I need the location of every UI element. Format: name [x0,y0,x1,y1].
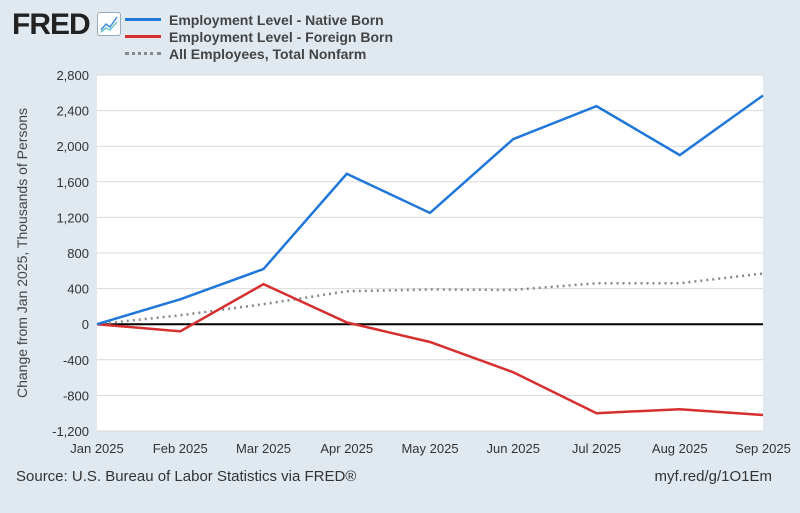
x-tick-label: Apr 2025 [320,441,373,456]
y-tick-label: 2,800 [56,68,89,83]
x-tick-label: Feb 2025 [153,441,208,456]
y-axis-label: Change from Jan 2025, Thousands of Perso… [14,108,30,398]
x-tick-label: May 2025 [401,441,458,456]
x-tick-label: Jul 2025 [572,441,621,456]
legend-label: Employment Level - Native Born [169,11,384,28]
legend-label: All Employees, Total Nonfarm [169,45,367,62]
x-tick-label: Jun 2025 [487,441,541,456]
x-tick-label: Mar 2025 [236,441,291,456]
legend-item-native[interactable]: Employment Level - Native Born [125,11,393,28]
x-tick-label: Jan 2025 [70,441,124,456]
y-tick-label: 800 [67,246,89,261]
legend: Employment Level - Native Born Employmen… [125,11,393,62]
x-tick-label: Sep 2025 [735,441,791,456]
legend-label: Employment Level - Foreign Born [169,28,394,45]
y-tick-label: 1,600 [56,175,89,190]
fred-logo[interactable]: FRED [12,8,91,41]
legend-item-nonfarm[interactable]: All Employees, Total Nonfarm [125,45,393,62]
y-tick-label: -800 [63,388,89,403]
y-tick-label: 400 [67,282,89,297]
y-tick-label: 2,400 [56,104,89,119]
y-tick-label: -1,200 [52,424,89,439]
legend-item-foreign[interactable]: Employment Level - Foreign Born [125,28,393,45]
y-tick-label: -400 [63,353,89,368]
source-note: Source: U.S. Bureau of Labor Statistics … [16,468,357,485]
line-chart-icon [97,12,121,36]
y-tick-label: 2,000 [56,139,89,154]
x-tick-label: Aug 2025 [652,441,708,456]
y-tick-label: 0 [82,317,89,332]
short-url[interactable]: myf.red/g/1O1Em [654,468,772,485]
y-tick-label: 1,200 [56,210,89,225]
